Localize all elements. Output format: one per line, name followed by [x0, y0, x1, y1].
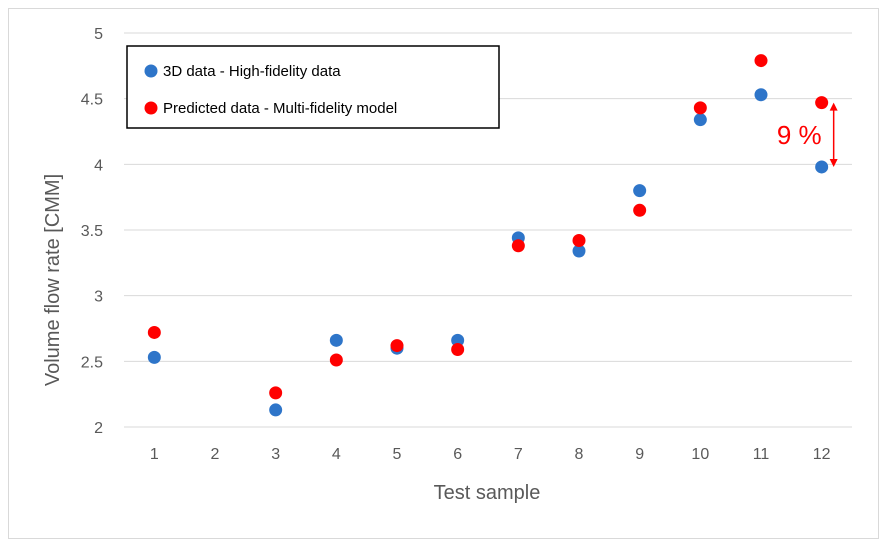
- x-tick-label: 12: [813, 446, 831, 463]
- y-tick-label: 5: [94, 26, 103, 43]
- legend-box: [126, 45, 500, 129]
- legend-label-high-fidelity: 3D data - High-fidelity data: [163, 63, 341, 80]
- point-predicted: [147, 325, 161, 339]
- x-tick-labels: 1 2 3 4 5 6 7 8 9 10 11 12: [150, 446, 831, 463]
- y-tick-label: 4.5: [81, 92, 103, 109]
- x-tick-label: 3: [271, 446, 280, 463]
- point-high-fidelity: [269, 403, 283, 417]
- annotation-label: 9 %: [777, 120, 822, 150]
- y-tick-label: 4: [94, 157, 103, 174]
- point-predicted: [754, 54, 768, 68]
- x-tick-label: 2: [211, 446, 220, 463]
- data-points: [147, 54, 829, 417]
- x-tick-label: 11: [753, 446, 770, 463]
- annotation: 9 %: [777, 102, 838, 167]
- x-tick-label: 10: [691, 446, 709, 463]
- point-predicted: [693, 101, 707, 115]
- x-tick-label: 5: [393, 446, 402, 463]
- point-predicted: [451, 343, 465, 357]
- x-tick-label: 1: [150, 446, 159, 463]
- point-predicted: [815, 96, 829, 110]
- legend: 3D data - High-fidelity data Predicted d…: [126, 45, 500, 129]
- point-predicted: [269, 386, 283, 400]
- legend-marker-predicted: [144, 101, 158, 115]
- point-predicted: [390, 339, 404, 353]
- annotation-arrowhead-down: [829, 158, 838, 167]
- point-high-fidelity: [572, 244, 586, 258]
- point-high-fidelity: [815, 160, 829, 174]
- point-predicted: [572, 234, 586, 248]
- legend-label-predicted: Predicted data - Multi-fidelity model: [163, 100, 397, 117]
- x-axis-title: Test sample: [434, 482, 541, 504]
- point-high-fidelity: [147, 350, 161, 364]
- x-tick-label: 4: [332, 446, 341, 463]
- x-tick-label: 6: [453, 446, 462, 463]
- point-predicted: [633, 203, 647, 217]
- y-axis-title: Volume flow rate [CMM]: [42, 174, 64, 386]
- point-predicted: [511, 239, 525, 253]
- legend-marker-high-fidelity: [144, 64, 158, 78]
- y-tick-label: 3: [94, 289, 103, 306]
- point-high-fidelity: [329, 333, 343, 347]
- point-predicted: [329, 353, 343, 367]
- y-tick-labels: 2 2.5 3 3.5 4 4.5 5: [81, 26, 103, 437]
- point-high-fidelity: [451, 333, 465, 347]
- point-high-fidelity: [754, 88, 768, 102]
- x-tick-label: 7: [514, 446, 523, 463]
- x-tick-label: 8: [575, 446, 584, 463]
- y-tick-label: 2.5: [81, 354, 103, 371]
- point-high-fidelity: [693, 113, 707, 127]
- y-tick-label: 2: [94, 420, 103, 437]
- x-tick-label: 9: [635, 446, 644, 463]
- point-high-fidelity: [633, 184, 647, 198]
- y-tick-label: 3.5: [81, 223, 103, 240]
- annotation-arrowhead-up: [829, 102, 838, 111]
